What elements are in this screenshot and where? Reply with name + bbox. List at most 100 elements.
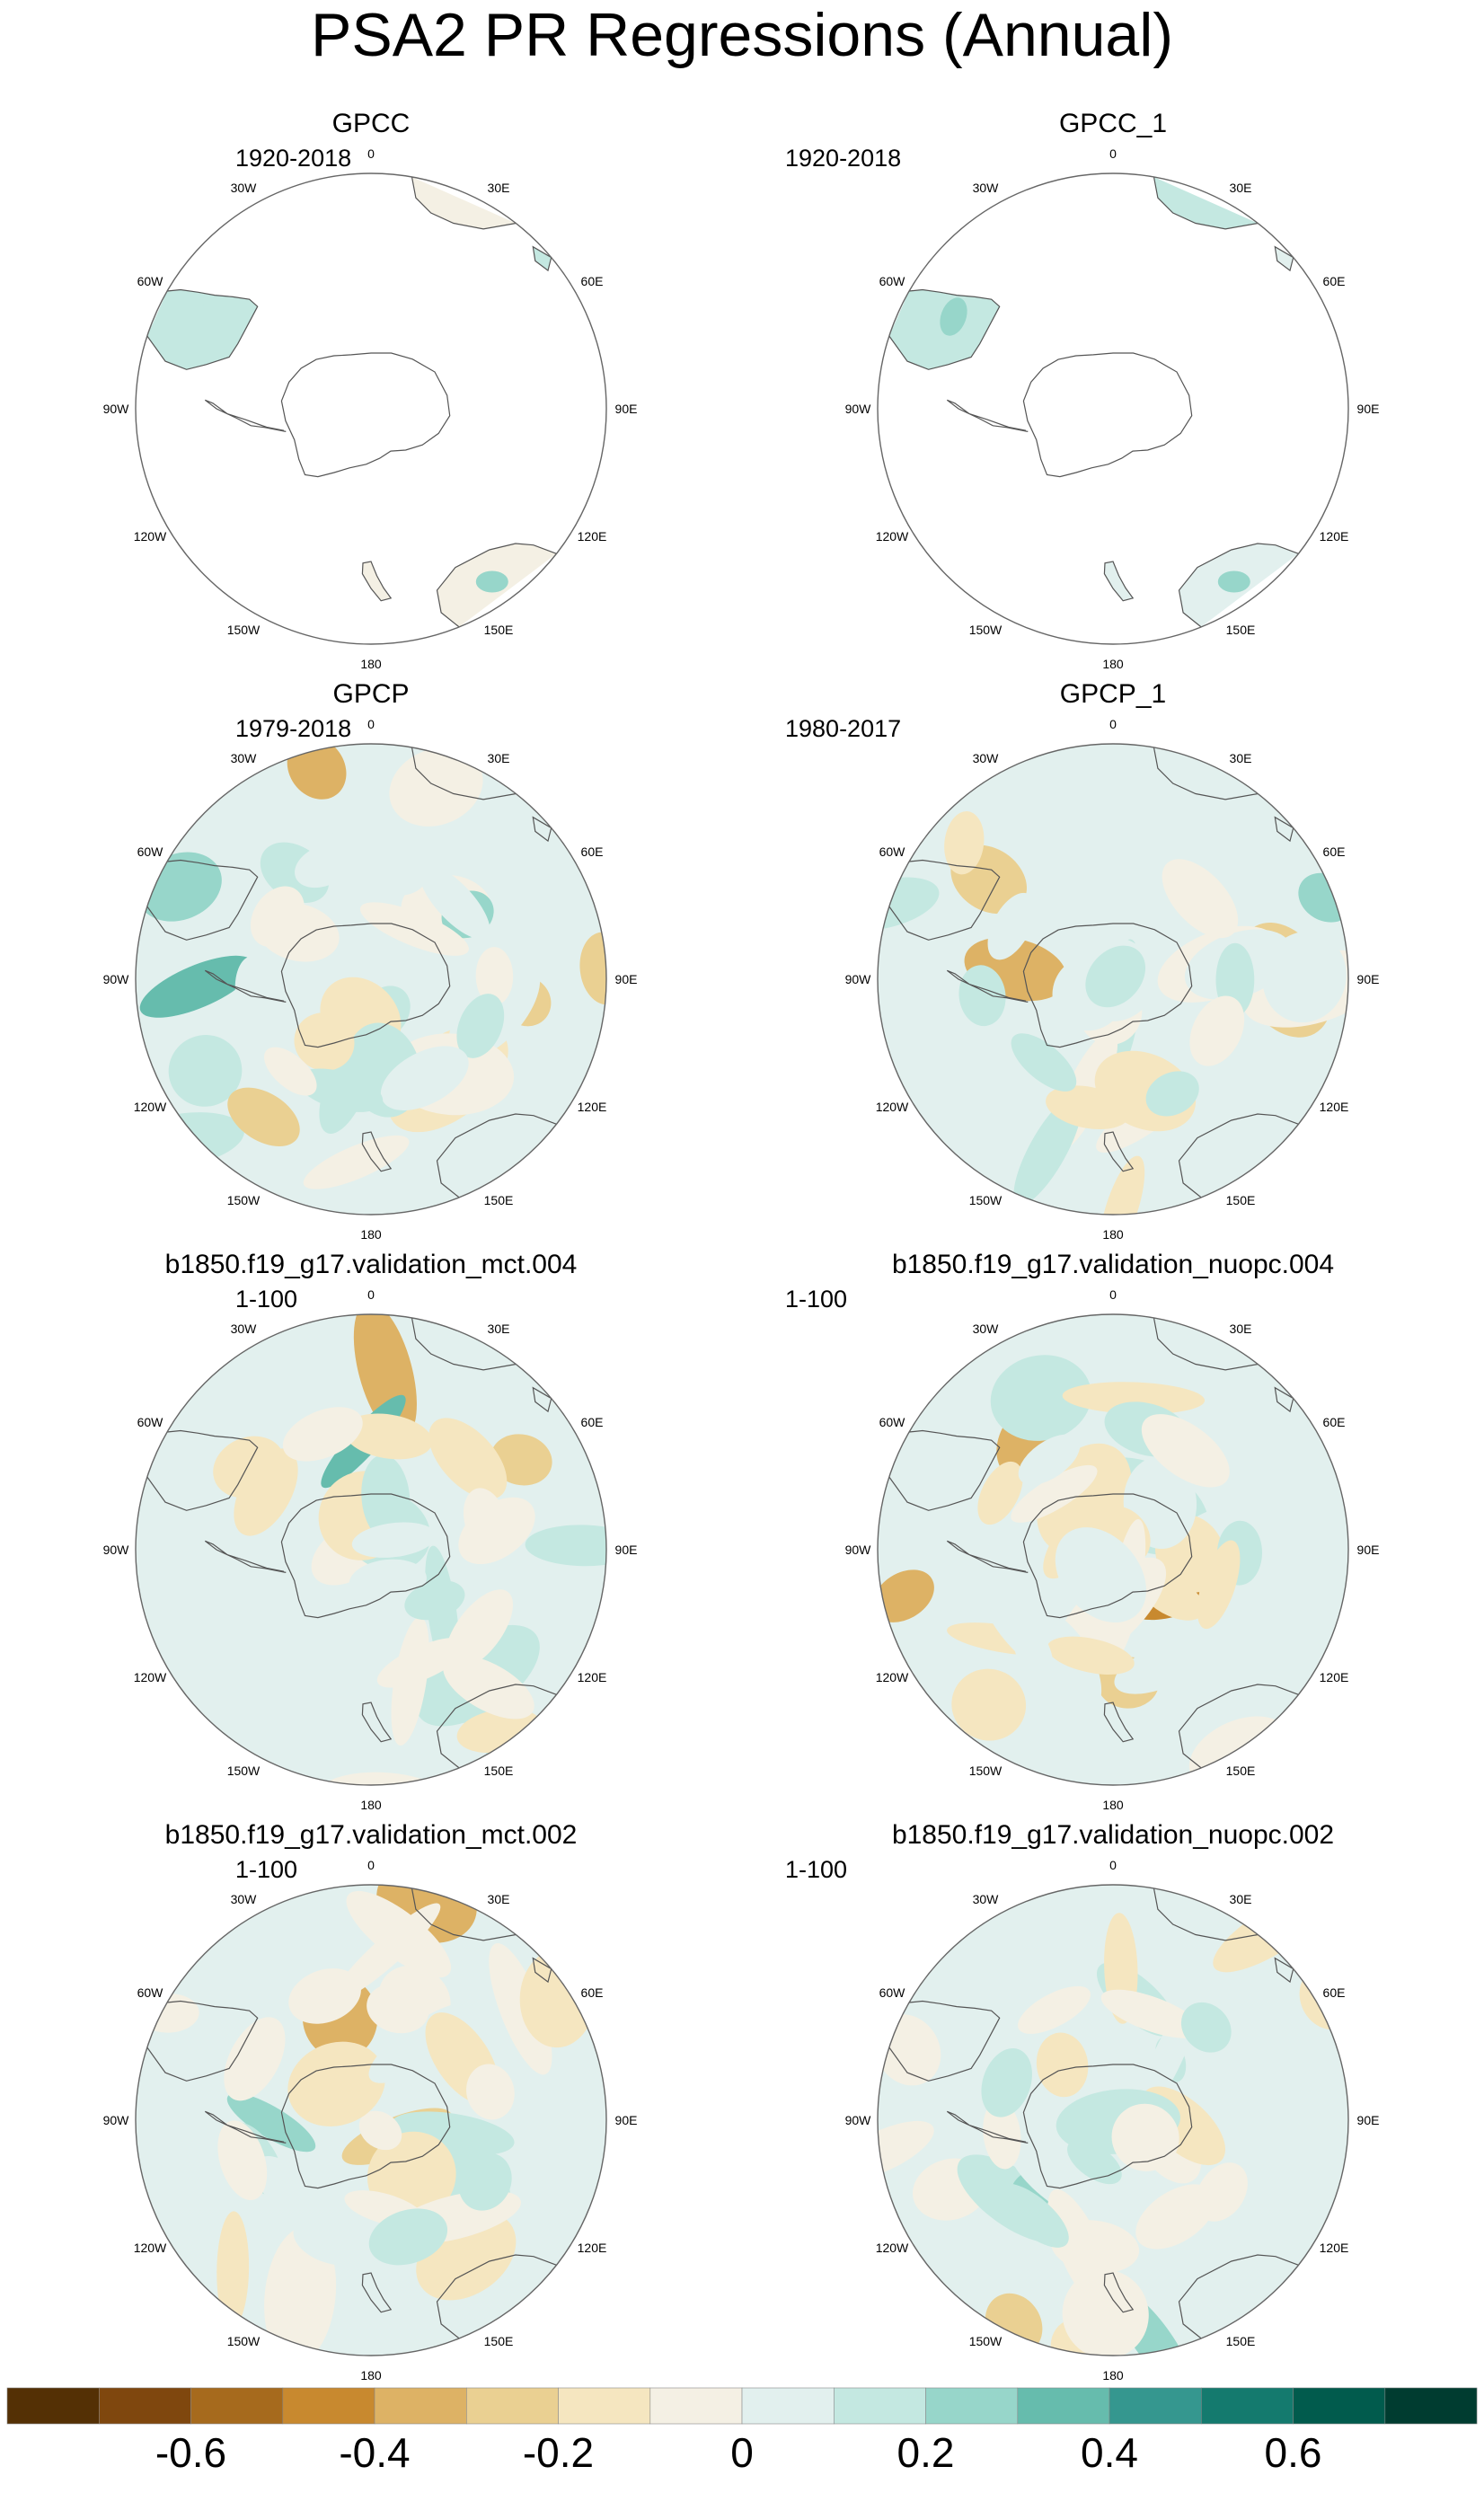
anomaly-patch: [990, 1355, 1091, 1441]
coastline-africa: [411, 747, 517, 800]
anomaly-patch: [288, 1968, 361, 2024]
coastline-antarctica: [1022, 352, 1193, 478]
map-panel: GPCP_1 1980-2017 0 30E 60E 90E 120E 150E 180 15…: [742, 678, 1484, 1244]
anomaly-patch: [1055, 1527, 1147, 1623]
coastline-antarctica: [280, 352, 451, 478]
coastline-madagascar: [1274, 1957, 1294, 1984]
coastline-southAmerica: [146, 1429, 259, 1511]
anomaly-patch: [981, 2047, 1032, 2117]
coastlines: [888, 176, 1299, 628]
longitude-label: 150W: [969, 2334, 1003, 2348]
coastline-australia: [436, 1684, 557, 1769]
polar-map: 0 30E 60E 90E 120E 150E 180 150W 120W 90W 60W 30W: [103, 1858, 638, 2382]
longitude-label: 30W: [231, 1892, 258, 1906]
longitude-label: 30E: [1230, 181, 1252, 195]
longitude-label: 60E: [581, 844, 604, 859]
anomaly-patch: [987, 892, 1036, 960]
longitude-label: 30W: [973, 181, 1000, 195]
polar-map: 0 30E 60E 90E 120E 150E 180 150W 120W 90W 60W 30W: [845, 1287, 1380, 1812]
longitude-label: 150E: [484, 1193, 514, 1207]
longitude-label: 180: [1102, 2368, 1124, 2382]
regression-field: [136, 744, 606, 1215]
regression-field: [878, 744, 1348, 1215]
anomaly-patch: [1046, 1085, 1130, 1130]
anomaly-patch: [1244, 2175, 1329, 2262]
longitude-label: 180: [360, 657, 382, 671]
anomaly-patch: [303, 1135, 410, 1189]
anomaly-patch: [1189, 995, 1245, 1066]
coastline-peninsula: [946, 1540, 1029, 1573]
panel-period: 1-100: [235, 1856, 298, 1883]
polar-map: 0 30E 60E 90E 120E 150E 180 150W 120W 90W 60W 30W: [845, 146, 1380, 671]
map-panel: b1850.f19_g17.validation_mct.004 1-100 0…: [0, 1249, 742, 1815]
coastline-southAmerica: [888, 288, 1001, 370]
longitude-label: 30W: [973, 751, 1000, 765]
coastline-australia: [436, 2254, 557, 2339]
anomaly-patch: [525, 1525, 606, 1567]
anomaly-patch: [1111, 2103, 1179, 2171]
map-boundary: [135, 1313, 607, 1786]
colorbar-swatch: [1384, 2387, 1478, 2425]
colorbar-tick-label: 0.4: [1081, 2429, 1138, 2476]
coastlines: [888, 747, 1299, 1198]
regression-field: [136, 1885, 606, 2356]
panel-title: GPCP: [332, 679, 410, 709]
longitude-label: 30W: [973, 1322, 1000, 1336]
anomaly-patch: [282, 1407, 363, 1462]
panel-title: GPCP_1: [1059, 679, 1167, 709]
panel-period: 1-100: [785, 1286, 848, 1313]
anomaly-patch: [225, 1530, 268, 1601]
longitude-label: 120E: [1320, 529, 1349, 544]
longitude-label: 120E: [578, 2241, 607, 2255]
anomaly-patch: [1011, 1033, 1077, 1092]
colorbar-tick-label: -0.6: [155, 2429, 227, 2476]
anomaly-patch: [1114, 1643, 1203, 1694]
longitude-label: 30E: [488, 751, 510, 765]
colorbar-swatch: [6, 2387, 100, 2425]
panel-title: b1850.f19_g17.validation_mct.004: [164, 1250, 578, 1279]
longitude-label: 0: [1109, 146, 1117, 161]
anomaly-patch: [419, 864, 490, 940]
coastline-newZealand: [361, 561, 393, 602]
polar-map: 0 30E 60E 90E 120E 150E 180 150W 120W 90W 60W 30W: [103, 146, 638, 671]
anomaly-patch: [1262, 932, 1347, 1023]
longitude-label: 150E: [1226, 1764, 1256, 1778]
colorbar-swatch: [741, 2387, 835, 2425]
anomaly-patch: [1099, 1155, 1145, 1215]
coastline-australia: [1178, 543, 1299, 628]
map-panel: b1850.f19_g17.validation_nuopc.004 1-100…: [742, 1249, 1484, 1815]
colorbar-swatch: [1017, 2387, 1110, 2425]
anomaly-patch: [296, 1068, 384, 1112]
panel-title: GPCC_1: [1058, 109, 1168, 138]
polar-map: 0 30E 60E 90E 120E 150E 180 150W 120W 90W 60W 30W: [103, 717, 638, 1242]
colorbar-swatch: [374, 2387, 467, 2425]
longitude-label: 150E: [1226, 623, 1256, 637]
longitude-label: 120W: [134, 529, 167, 544]
longitude-label: 30E: [488, 181, 510, 195]
longitude-label: 150E: [484, 1764, 514, 1778]
longitude-label: 30W: [231, 181, 258, 195]
colorbar-swatch: [558, 2387, 651, 2425]
colorbar-swatch: [99, 2387, 191, 2425]
coastline-australia: [1178, 1113, 1299, 1198]
anomaly-patch: [359, 846, 428, 896]
coastline-antarctica: [280, 1493, 451, 1619]
anomaly-patch: [192, 1944, 235, 2070]
longitude-label: 30E: [1230, 1892, 1252, 1906]
anomaly-patch: [490, 1434, 552, 1486]
land-anomaly: [362, 561, 392, 601]
anomaly-patch: [294, 1012, 355, 1071]
map-boundary: [135, 743, 607, 1216]
anomaly-patch: [227, 1087, 300, 1146]
anomaly-patch: [198, 297, 225, 336]
longitude-label: 150E: [484, 623, 514, 637]
regression-field: [136, 1314, 606, 1785]
colorbar: -0.6 -0.4 -0.2 0 0.2 0.4 0.6: [0, 2385, 1484, 2493]
panel-period: 1-100: [785, 1856, 848, 1883]
map-background: [136, 173, 606, 644]
anomaly-patch: [996, 2183, 1069, 2248]
map-boundary: [877, 1884, 1349, 2356]
longitude-label: 180: [360, 1227, 382, 1242]
regression-field: [878, 173, 1348, 644]
colorbar-tick-label: 0.2: [897, 2429, 955, 2476]
